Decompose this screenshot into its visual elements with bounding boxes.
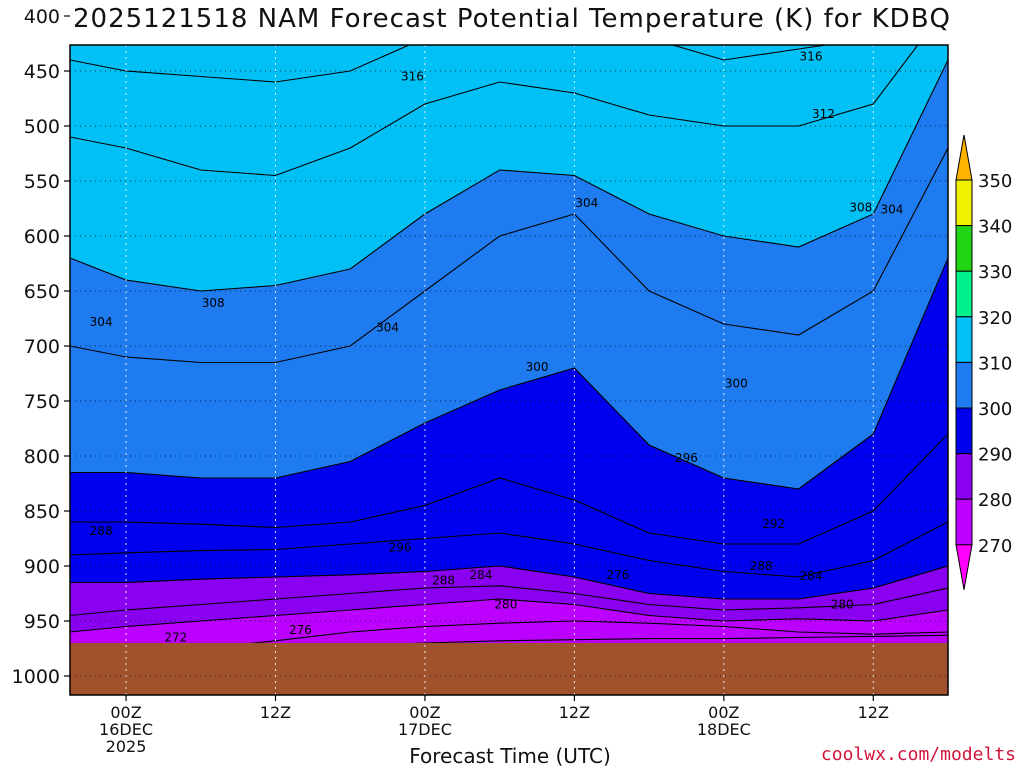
contour-label: 316 xyxy=(800,50,823,64)
contour-label: 304 xyxy=(376,320,399,334)
contour-label: 296 xyxy=(675,451,698,465)
contour-label: 316 xyxy=(401,70,424,84)
x-tick-label: 00Z xyxy=(708,703,739,722)
colorbar-swatch xyxy=(955,179,973,227)
colorbar-swatch xyxy=(955,225,973,272)
contour-label: 292 xyxy=(762,517,785,531)
isentrope-304 xyxy=(70,147,948,364)
contour-label: 284 xyxy=(800,569,823,583)
colorbar-label: 340 xyxy=(978,217,1012,238)
contour-label: 296 xyxy=(389,540,412,554)
colorbar-swatch xyxy=(955,316,973,363)
y-tick-label: 1000 xyxy=(12,666,60,688)
contour-label: 304 xyxy=(90,315,113,329)
isentrope-308 xyxy=(70,59,948,292)
colorbar-label: 320 xyxy=(978,308,1012,329)
contour-label: 276 xyxy=(289,623,312,637)
colorbar-swatch xyxy=(955,453,973,500)
x-tick-label: 00Z xyxy=(110,703,141,722)
colorbar-arrow-top xyxy=(955,134,973,181)
contour-label: 308 xyxy=(202,296,225,310)
isentrope-296 xyxy=(70,433,948,545)
y-tick-label: 950 xyxy=(24,611,60,633)
y-tick-label: 500 xyxy=(24,116,60,138)
colorbar-label: 300 xyxy=(978,399,1012,420)
isentrope-320 xyxy=(70,0,998,16)
contour-label: 300 xyxy=(725,376,748,390)
y-tick-label: 750 xyxy=(24,391,60,413)
colorbar-label: 310 xyxy=(978,353,1012,374)
isentrope-312 xyxy=(70,45,919,177)
x-tick-label: 18DEC xyxy=(697,720,751,739)
colorbar-label: 280 xyxy=(978,490,1012,511)
y-tick-label: 900 xyxy=(24,556,60,578)
ground-surface xyxy=(70,643,948,695)
colorbar-swatch xyxy=(955,361,973,409)
y-tick-label: 400 xyxy=(24,6,60,28)
colorbar-arrow-bottom xyxy=(955,544,973,590)
y-tick-label: 450 xyxy=(24,61,60,83)
contour-label: 272 xyxy=(164,631,187,645)
colorbar-label: 270 xyxy=(978,536,1012,557)
y-tick-label: 650 xyxy=(24,281,60,303)
x-tick-label: 12Z xyxy=(559,703,590,722)
x-tick-label: 2025 xyxy=(106,737,147,756)
plot-area: 3283323283243483243203203203163163123043… xyxy=(70,0,998,695)
colorbar-swatch xyxy=(955,270,973,318)
contour-label: 288 xyxy=(432,573,455,587)
x-tick-label: 12Z xyxy=(260,703,291,722)
x-tick-label: 12Z xyxy=(858,703,889,722)
isentrope-300 xyxy=(70,257,948,490)
isentrope-284 xyxy=(70,585,948,617)
y-tick-label: 600 xyxy=(24,226,60,248)
chart-title: 2025121518 NAM Forecast Potential Temper… xyxy=(72,4,951,34)
y-tick-label: 800 xyxy=(24,446,60,468)
contour-label: 312 xyxy=(812,107,835,121)
contour-label: 304 xyxy=(881,203,904,217)
contour-label: 300 xyxy=(526,360,549,374)
contour-label: 280 xyxy=(831,598,854,612)
contour-label: 276 xyxy=(607,568,630,582)
colorbar-swatch xyxy=(955,498,973,546)
colorbar-label: 330 xyxy=(978,262,1012,283)
contour-label: 280 xyxy=(494,598,517,612)
x-tick-label: 17DEC xyxy=(398,720,452,739)
plot-frame xyxy=(69,44,949,696)
contour-label: 288 xyxy=(90,524,113,538)
isentrope-288 xyxy=(70,565,948,600)
colorbar-label: 350 xyxy=(978,171,1012,192)
x-tick-label: 00Z xyxy=(409,703,440,722)
colorbar-swatch xyxy=(955,407,973,455)
x-axis-label: Forecast Time (UTC) xyxy=(409,744,611,768)
y-tick-label: 700 xyxy=(24,336,60,358)
isentrope-316 xyxy=(70,45,830,83)
contour-label: 284 xyxy=(470,568,493,582)
contour-label: 308 xyxy=(849,200,872,214)
y-tick-label: 550 xyxy=(24,171,60,193)
contour-label: 304 xyxy=(575,196,598,210)
y-tick-label: 850 xyxy=(24,501,60,523)
colorbar-label: 290 xyxy=(978,445,1012,466)
credit-link[interactable]: coolwx.com/modelts xyxy=(820,744,1016,765)
x-tick-label: 16DEC xyxy=(99,720,153,739)
isentrope-292 xyxy=(70,521,948,578)
contour-label: 288 xyxy=(750,559,773,573)
